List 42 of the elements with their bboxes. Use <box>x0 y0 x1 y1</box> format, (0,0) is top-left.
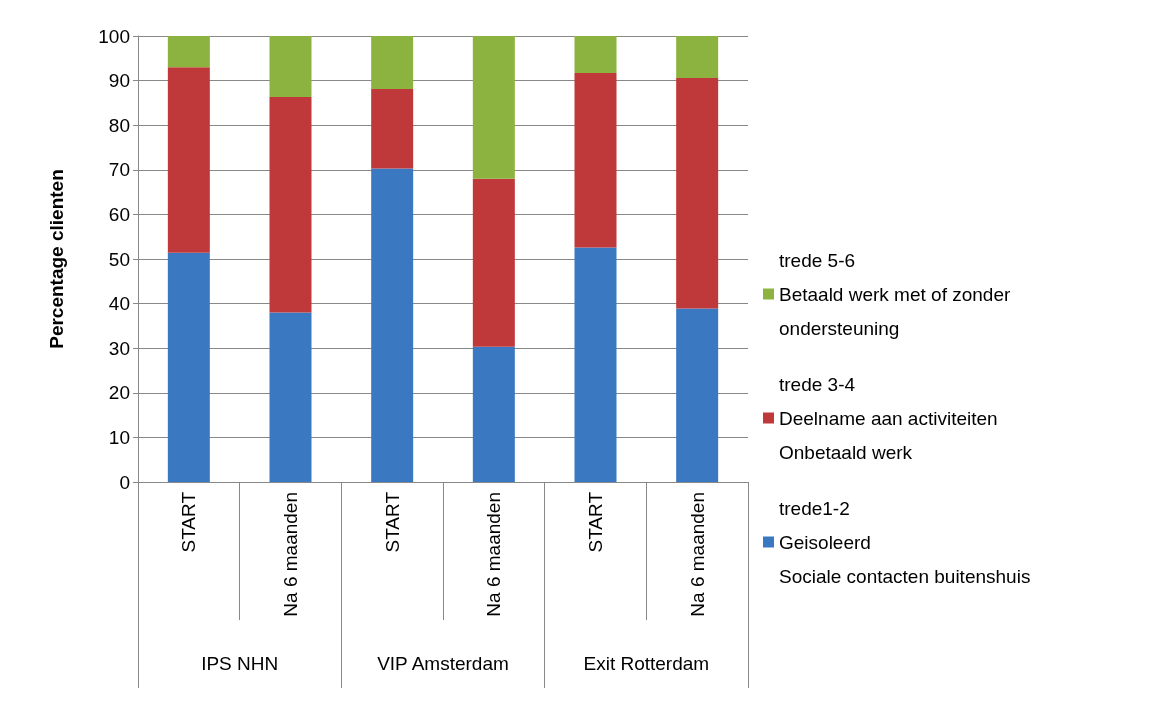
y-tick-label: 90 <box>108 70 130 92</box>
bar <box>574 247 617 482</box>
bar <box>269 312 312 482</box>
bar <box>167 67 210 253</box>
x-tick-label: Na 6 maanden <box>483 492 505 617</box>
y-tick-label: 20 <box>108 382 130 404</box>
bar <box>472 346 515 482</box>
text: Exit Rotterdam <box>583 653 710 674</box>
bar <box>371 89 414 169</box>
bar <box>472 178 515 347</box>
x-tick-label: START <box>178 491 200 553</box>
bar <box>167 36 210 68</box>
text: IPS NHN <box>201 653 279 674</box>
legend-label: trede 5-6 Betaald werk met of zonder ondersteuning <box>779 249 1011 339</box>
bar <box>676 77 719 309</box>
y-tick-label: 10 <box>108 426 130 448</box>
text: VIP Amsterdam <box>377 653 509 674</box>
x-tick-label: Na 6 maanden <box>686 492 708 617</box>
y-tick-label: 0 <box>119 471 130 493</box>
y-tick-label: 70 <box>108 159 130 181</box>
legend-label: trede1-2 Geisoleerd Sociale contacten buitenshuis <box>779 497 1031 587</box>
bar <box>676 36 719 78</box>
bar <box>472 36 515 179</box>
legend-label: trede 3-4 Deelname aan activiteiten Onbetaald werk <box>779 373 998 463</box>
x-tick-label: Na 6 maanden <box>280 492 301 617</box>
bar <box>371 36 414 90</box>
bar <box>167 252 210 482</box>
y-tick-label: 50 <box>108 248 130 270</box>
y-tick-label: 40 <box>108 293 130 315</box>
x-tick-label: START <box>585 491 606 553</box>
bar <box>574 73 617 248</box>
y-axis-title: Percentage clienten <box>46 169 67 349</box>
y-tick-label: 80 <box>108 114 130 136</box>
bar <box>676 308 719 482</box>
bar <box>574 36 617 74</box>
x-tick-label: START <box>381 491 403 553</box>
bar <box>269 36 312 98</box>
y-tick-label: 60 <box>108 203 130 225</box>
y-tick-label: 100 <box>98 25 130 47</box>
bar <box>269 97 312 313</box>
bar <box>371 168 414 482</box>
y-tick-label: 30 <box>108 337 130 359</box>
